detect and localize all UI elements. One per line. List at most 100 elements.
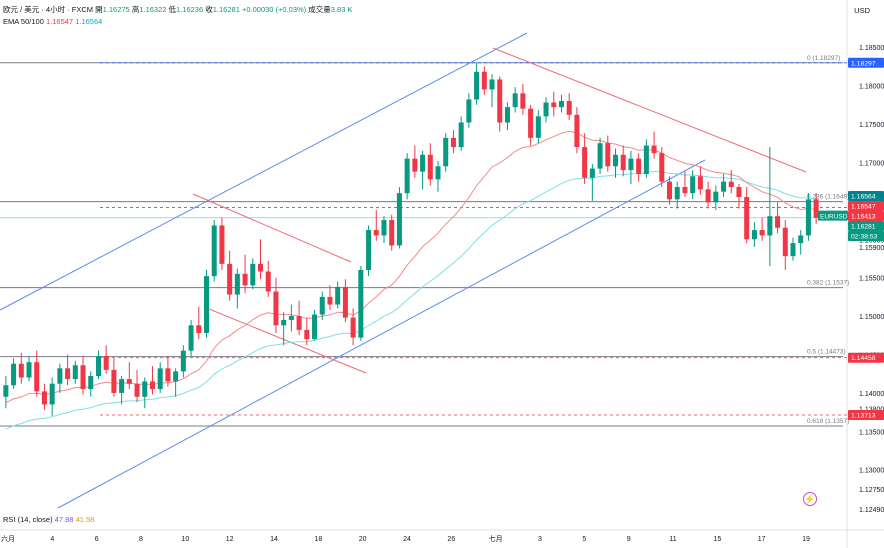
flash-icon[interactable]: ⚡	[803, 492, 817, 506]
rsi-value-1: 47.88	[54, 515, 74, 524]
candle	[790, 237, 796, 261]
x-tick-label: 9	[627, 536, 631, 543]
candle	[103, 345, 109, 374]
candle	[265, 260, 271, 297]
fib-level-label: 0.618 (1.1357)	[807, 418, 849, 425]
x-tick-label: 3	[538, 536, 542, 543]
y-tick-label: 1.18000	[859, 84, 884, 91]
candle	[427, 143, 433, 186]
candle	[597, 137, 603, 174]
candle	[705, 181, 711, 209]
candle-body	[497, 79, 503, 123]
candle	[26, 356, 32, 382]
high-label: 高	[131, 5, 140, 14]
candle-body	[180, 350, 186, 372]
candle-body	[474, 71, 480, 100]
x-tick-label: 17	[758, 536, 766, 543]
candle-body	[72, 365, 78, 380]
price-tag	[848, 230, 884, 241]
x-tick-label: 七月	[489, 534, 503, 543]
x-tick-label: 5	[582, 536, 586, 543]
candle-body	[273, 291, 279, 326]
x-tick-label: 15	[713, 536, 721, 543]
currency-label[interactable]: USD	[854, 6, 870, 15]
rsi-legend[interactable]: RSI (14, close) 47.88 41.58	[3, 515, 94, 524]
candle-body	[242, 273, 248, 286]
volume-label: 成交量	[308, 5, 331, 14]
candle	[566, 93, 572, 121]
y-tick-label: 1.17000	[859, 160, 884, 167]
candle-body	[57, 368, 63, 384]
candle-body	[250, 263, 256, 286]
price-tag	[848, 57, 884, 68]
price-tag	[848, 352, 884, 363]
x-tick-label: 10	[181, 536, 189, 543]
candle	[219, 217, 225, 270]
candle	[543, 97, 549, 123]
ema50-line	[5, 130, 817, 404]
candle	[535, 110, 541, 144]
candle-body	[203, 276, 210, 333]
candle-body	[636, 158, 642, 174]
candle-body	[605, 143, 611, 167]
candle	[435, 160, 441, 192]
price-tag-label: 1.16413	[851, 213, 876, 220]
candle	[396, 187, 402, 249]
price-tag-label: 1.14458	[851, 355, 876, 362]
candle	[111, 358, 117, 397]
candle	[389, 214, 395, 251]
candle-body	[558, 100, 564, 108]
price-tag	[848, 409, 884, 420]
candle-body	[149, 381, 155, 390]
candle-body	[458, 122, 464, 148]
candle	[605, 135, 611, 172]
candle-body	[489, 79, 495, 90]
candle-body	[381, 220, 387, 236]
y-tick-label: 1.12490	[859, 507, 884, 514]
candle-body	[574, 114, 580, 148]
price-tag-label: 1.16547	[851, 203, 876, 210]
ema-legend[interactable]: EMA 50/100 1.16547 1.16564	[3, 17, 102, 26]
candle	[49, 377, 55, 416]
candle-body	[512, 93, 518, 108]
candle	[744, 187, 750, 244]
candle	[149, 366, 155, 395]
candle	[682, 171, 688, 198]
fib-level-label: 0.236 (1.1649)	[807, 194, 849, 201]
candle-body	[211, 225, 217, 277]
candle-body	[312, 314, 318, 340]
candle	[304, 317, 310, 346]
price-tag	[848, 220, 884, 231]
candle-body	[682, 187, 688, 194]
price-tag-label: 02:38:53	[851, 233, 878, 240]
candle	[520, 84, 526, 115]
candle-body	[775, 216, 781, 228]
symbol-tag	[818, 210, 848, 221]
price-tag-label: 1.16564	[851, 193, 876, 200]
fib-level-label: 0.382 (1.1537)	[807, 280, 849, 287]
candle-body	[11, 363, 17, 386]
candle	[404, 153, 410, 200]
candle-body	[327, 296, 333, 305]
volume-value: 3.83 K	[330, 5, 353, 14]
ema-label: EMA 50/100	[3, 17, 44, 26]
candle-body	[88, 376, 94, 390]
y-tick-label: 1.15900	[859, 245, 884, 252]
candle	[142, 377, 148, 409]
candle-body	[813, 199, 819, 218]
candle-body	[643, 145, 649, 174]
candle	[211, 220, 217, 282]
candle-body	[744, 197, 750, 240]
ema100-line	[5, 170, 817, 430]
candle	[636, 153, 642, 182]
candle-body	[504, 107, 510, 123]
rsi-value-2: 41.58	[75, 515, 95, 524]
candle	[813, 193, 819, 224]
candle-body	[790, 243, 796, 257]
x-tick-label: 8	[139, 536, 143, 543]
symbol-label[interactable]: 欧元 / 美元 · 4小时 · FXCM	[3, 5, 93, 14]
candle	[721, 173, 727, 198]
candle-body	[366, 230, 372, 270]
y-tick-label: 1.18500	[859, 45, 884, 52]
